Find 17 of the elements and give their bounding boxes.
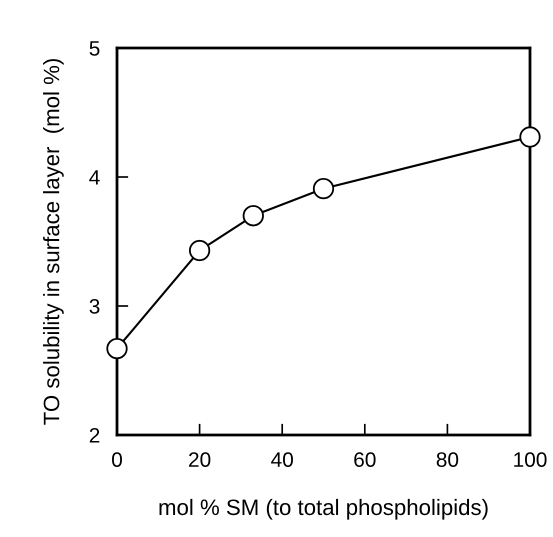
x-tick-label: 100 <box>514 452 547 467</box>
point <box>519 126 541 148</box>
point <box>242 205 264 226</box>
y-tick-label: 4 <box>89 170 100 185</box>
x-tick-label: 0 <box>112 452 122 467</box>
x-axis-title: mol % SM (to total phospholipids) <box>159 498 488 520</box>
x-tick-label: 20 <box>189 452 210 467</box>
x-tick-label: 40 <box>271 452 293 467</box>
y-tick-label: 2 <box>90 428 100 443</box>
y-axis-title: TO solubility in surface layer (mol %) <box>43 59 64 425</box>
point <box>188 240 210 262</box>
point <box>312 178 334 200</box>
y-tick-label: 3 <box>90 299 100 314</box>
point <box>106 338 128 360</box>
x-tick-label: 60 <box>354 452 376 467</box>
y-tick-label: 5 <box>90 41 100 56</box>
x-tick-label: 80 <box>436 452 458 467</box>
